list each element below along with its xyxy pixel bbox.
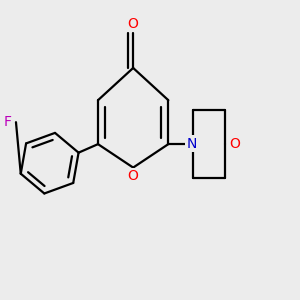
Text: O: O bbox=[229, 137, 240, 151]
Text: F: F bbox=[4, 115, 12, 129]
Text: N: N bbox=[187, 136, 197, 151]
Text: O: O bbox=[128, 17, 139, 31]
Text: O: O bbox=[128, 169, 139, 183]
